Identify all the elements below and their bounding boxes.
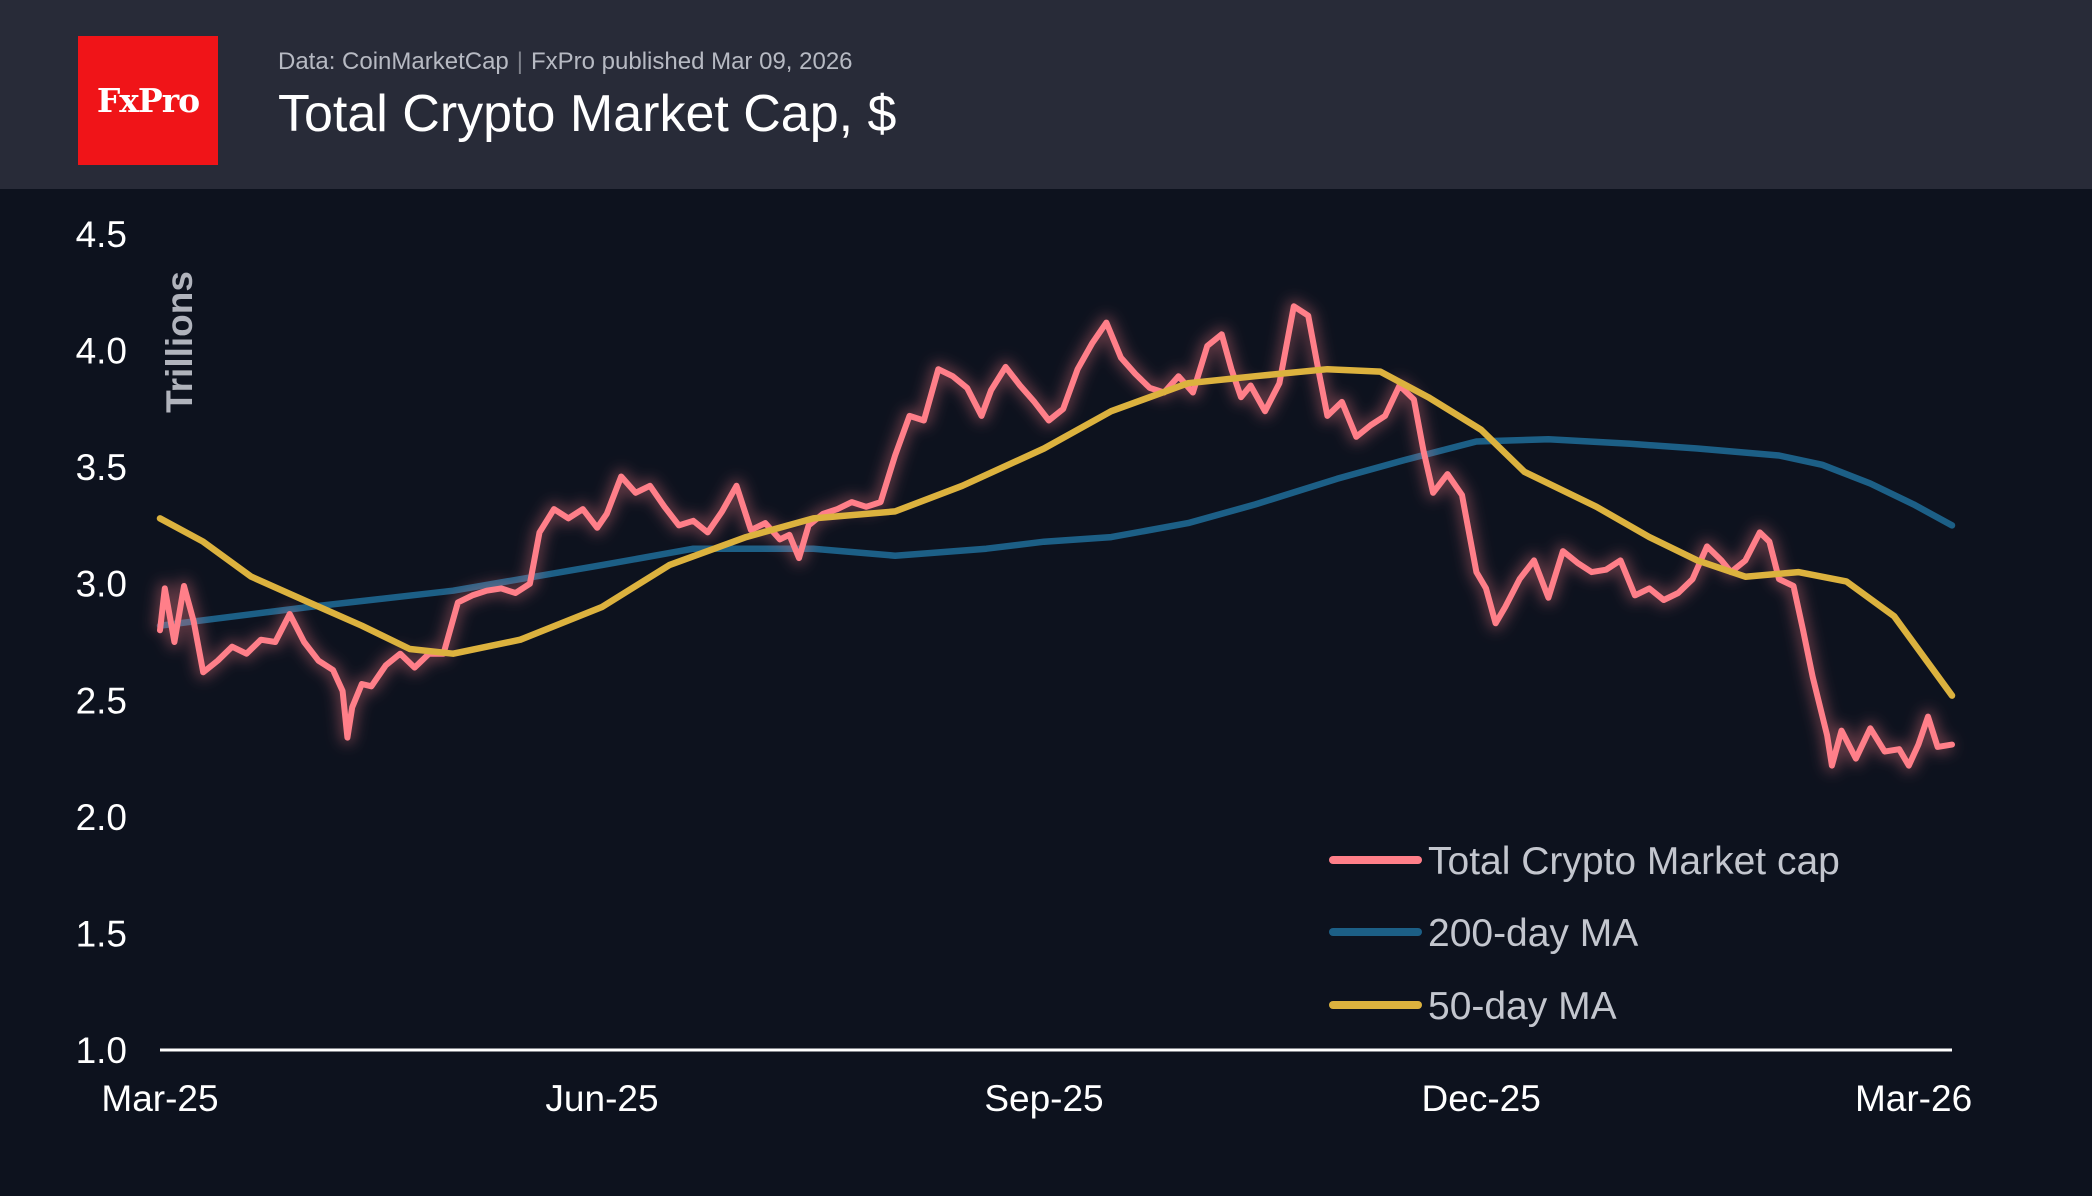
x-tick-label: Mar-25 [101,1078,218,1119]
series-line-total-crypto-market-cap [157,303,1955,769]
chart-legend: Total Crypto Market cap 200-day MA 50-day … [1329,840,1840,1028]
y-tick-label: 4.5 [76,214,127,255]
y-tick-label: 2.0 [76,797,127,838]
y-tick-label: 3.0 [76,564,127,605]
y-axis-label: Trillions [159,271,200,413]
y-tick-label: 4.0 [76,331,127,372]
x-tick-label: Jun-25 [545,1078,658,1119]
series-glow-total-crypto-market-cap [153,299,1954,773]
x-tick-label: Mar-26 [1855,1078,1972,1119]
chart-header: FxPro Data: CoinMarketCap | FxPro publishe… [0,0,2092,189]
meta-separator: | [516,48,523,75]
y-tick-label: 2.5 [76,680,127,721]
legend-label-50-day-ma: 50-day MA [1428,985,1617,1028]
publish-info: FxPro published Mar 09, 2026 [531,48,853,75]
chart-meta: Data: CoinMarketCap | FxPro published Mar … [278,48,853,76]
x-tick-labels: Mar-25 Jun-25 Sep-25 Dec-25 Mar-26 [101,1078,1972,1119]
series-line-200-day-ma [156,435,1956,629]
y-tick-label: 1.0 [76,1030,127,1071]
y-tick-labels: 1.0 1.5 2.0 2.5 3.0 3.5 4.0 4.5 [76,214,127,1071]
series-line-50-day-ma [156,365,1956,699]
legend-label-total-crypto-market-cap: Total Crypto Market cap [1428,840,1840,883]
y-tick-label: 3.5 [76,447,127,488]
chart-title: Total Crypto Market Cap, $ [278,85,897,143]
x-tick-label: Dec-25 [1422,1078,1541,1119]
y-tick-label: 1.5 [76,913,127,954]
logo-text: FxPro [96,81,200,120]
legend-label-200-day-ma: 200-day MA [1428,912,1638,955]
series-lines [153,299,1956,773]
fxpro-logo: FxPro [78,36,218,165]
data-source: Data: CoinMarketCap [278,48,509,75]
x-tick-label: Sep-25 [984,1078,1103,1119]
